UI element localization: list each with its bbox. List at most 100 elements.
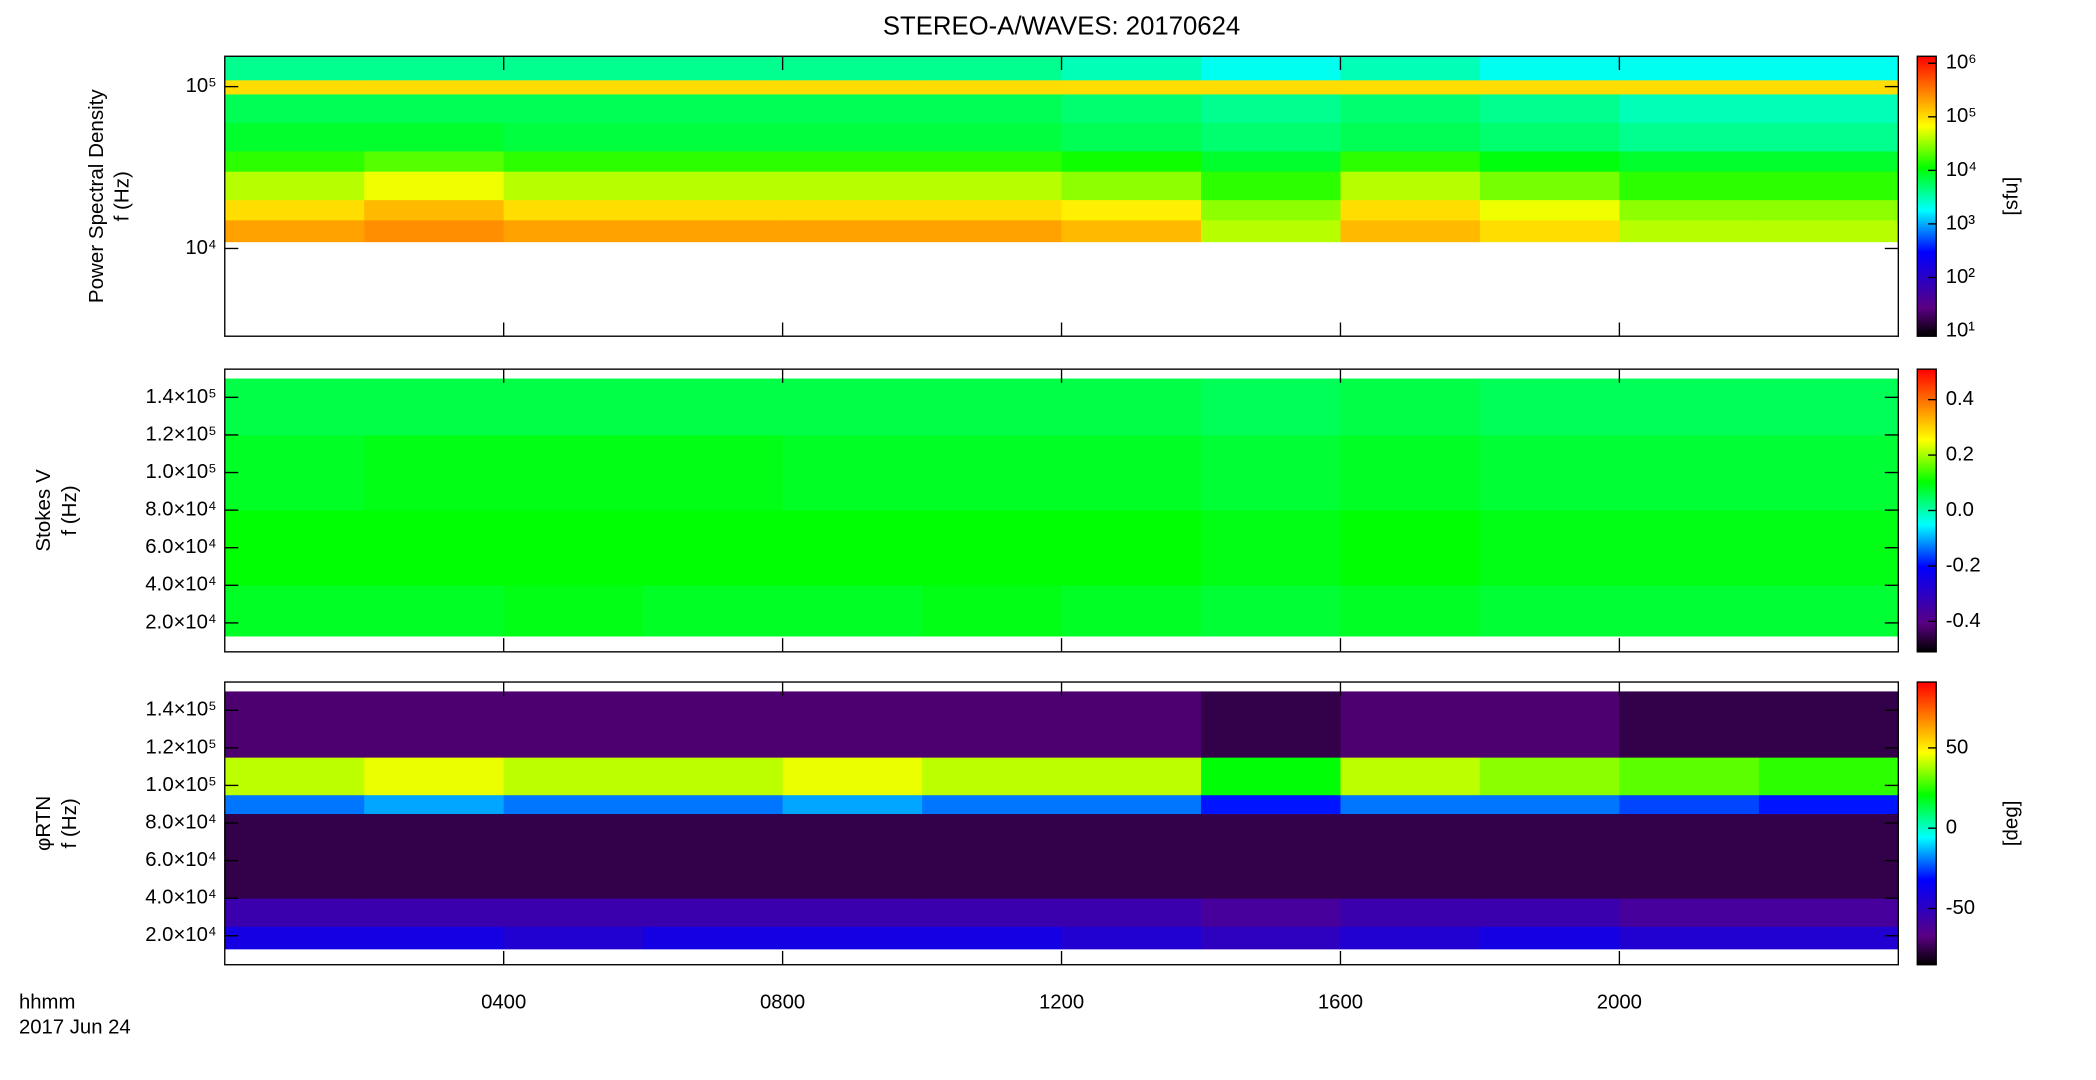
heatmap-cell	[364, 378, 505, 436]
colorbar-tick-label: -50	[1946, 896, 1975, 919]
y-tick-label: 1.2×10⁵	[146, 735, 217, 758]
heatmap-cell	[1061, 434, 1202, 511]
heatmap-cell	[503, 151, 644, 172]
heatmap-cell	[1758, 926, 1899, 950]
heatmap-cell	[503, 122, 644, 152]
heatmap-cell	[782, 510, 923, 586]
y-axis-label: Power Spectral Density	[85, 89, 108, 304]
heatmap-cell	[224, 94, 365, 123]
colorbar-label: [deg]	[2000, 800, 2023, 846]
heatmap-cell	[1340, 171, 1481, 201]
heatmap-cell	[1061, 151, 1202, 172]
heatmap-cell	[643, 79, 784, 95]
y-axis-label: f (Hz)	[58, 798, 81, 848]
heatmap-cell	[1340, 94, 1481, 123]
heatmap-cell	[1619, 898, 1760, 927]
heatmap-cell	[503, 79, 644, 95]
heatmap-cell	[1061, 757, 1202, 796]
heatmap-cell	[782, 691, 923, 758]
heatmap-cell	[1201, 434, 1341, 511]
heatmap-cell	[782, 94, 923, 123]
heatmap-cell	[643, 757, 784, 796]
heatmap-cell	[643, 56, 784, 81]
heatmap-cell	[224, 691, 365, 758]
colorbar-tick-label: 10²	[1946, 265, 1976, 288]
y-axis-label: f (Hz)	[58, 485, 81, 535]
heatmap-cell	[1619, 794, 1760, 815]
heatmap-cell	[922, 794, 1062, 815]
heatmap-cell	[643, 926, 784, 950]
colorbar-tick-label: 10⁵	[1946, 104, 1977, 127]
heatmap-cell	[922, 898, 1062, 927]
heatmap-cell	[1340, 434, 1481, 511]
colorbar-tick-label: 10¹	[1946, 318, 1976, 341]
heatmap-cell	[1201, 585, 1341, 637]
heatmap-cell	[1061, 691, 1202, 758]
heatmap-cell	[224, 898, 365, 927]
heatmap-cell	[922, 510, 1062, 586]
heatmap-cell	[364, 94, 505, 123]
y-tick-label: 10⁵	[186, 74, 217, 97]
heatmap-cell	[1619, 510, 1760, 586]
y-axis-label: φRTN	[32, 796, 55, 851]
y-tick-label: 4.0×10⁴	[145, 886, 216, 909]
heatmap-cell	[1479, 151, 1620, 172]
heatmap-cell	[1201, 898, 1341, 927]
heatmap-cell	[1758, 691, 1899, 758]
heatmap-cell	[1479, 219, 1620, 243]
heatmap-cell	[1479, 56, 1620, 81]
heatmap-cell	[1201, 219, 1341, 243]
heatmap-cell	[1479, 510, 1620, 586]
heatmap-cell	[1201, 171, 1341, 201]
heatmap-cell	[1061, 898, 1202, 927]
heatmap-cell	[782, 219, 923, 243]
x-tick-label: 0800	[760, 990, 805, 1013]
heatmap-cell	[1340, 79, 1481, 95]
heatmap-cell	[643, 434, 784, 511]
heatmap-cell	[922, 199, 1062, 221]
heatmap-cell	[782, 926, 923, 950]
heatmap-cell	[1061, 79, 1202, 95]
heatmap-cell	[782, 813, 923, 899]
heatmap-cell	[1340, 199, 1481, 221]
heatmap-cell	[1340, 813, 1481, 899]
heatmap-cell	[503, 813, 644, 899]
heatmap-cell	[1479, 122, 1620, 152]
x-axis-label: 2017 Jun 24	[19, 1015, 131, 1038]
heatmap-cell	[1758, 79, 1899, 95]
heatmap-cell	[1619, 585, 1760, 637]
heatmap-cell	[224, 56, 365, 81]
heatmap-cell	[1340, 691, 1481, 758]
chart-title: STEREO-A/WAVES: 20170624	[883, 12, 1240, 40]
heatmap-cell	[643, 219, 784, 243]
y-tick-label: 6.0×10⁴	[145, 535, 216, 558]
heatmap-cell	[224, 510, 365, 586]
heatmap-cell	[364, 199, 505, 221]
y-tick-label: 1.0×10⁵	[146, 460, 217, 483]
heatmap-cell	[1340, 219, 1481, 243]
heatmap-cell	[503, 219, 644, 243]
heatmap-cell	[1619, 691, 1760, 758]
heatmap-cell	[782, 378, 923, 436]
heatmap-cell	[364, 510, 505, 586]
heatmap-cell	[224, 813, 365, 899]
heatmap-cell	[1340, 585, 1481, 637]
heatmap-cell	[1340, 898, 1481, 927]
heatmap-cell	[1201, 926, 1341, 950]
heatmap-cell	[1479, 898, 1620, 927]
heatmap-cell	[364, 926, 505, 950]
heatmap-cell	[224, 122, 365, 152]
colorbar	[1916, 55, 1937, 337]
heatmap-cell	[224, 171, 365, 201]
heatmap-cell	[1201, 510, 1341, 586]
heatmap-cell	[503, 898, 644, 927]
heatmap-cell	[1758, 171, 1899, 201]
heatmap-cell	[643, 171, 784, 201]
heatmap-cell	[1479, 757, 1620, 796]
heatmap-cell	[364, 757, 505, 796]
heatmap-cell	[1201, 122, 1341, 152]
heatmap-cell	[1619, 79, 1760, 95]
heatmap-cell	[503, 171, 644, 201]
heatmap-cell	[1340, 794, 1481, 815]
x-tick-label: 1200	[1039, 990, 1084, 1013]
